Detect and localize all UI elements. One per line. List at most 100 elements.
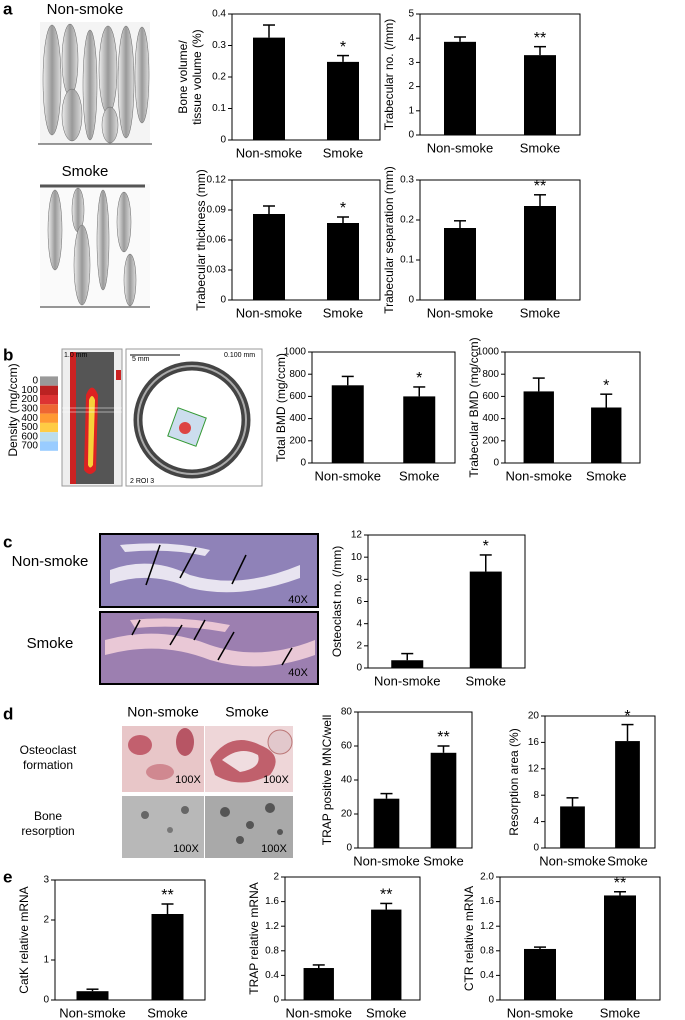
image-label: Smoke [62, 163, 109, 180]
row-label: Osteoclast [20, 743, 77, 757]
y-tick-label: 40 [341, 775, 353, 786]
x-tick-label: Non-smoke [59, 1005, 125, 1020]
y-tick-label: 0 [300, 458, 306, 469]
density-swatch [40, 385, 58, 395]
y-tick-label: 20 [528, 711, 540, 722]
x-tick-label: Non-smoke [353, 853, 419, 868]
bar [151, 914, 184, 1000]
x-tick-label: Non-smoke [374, 673, 440, 688]
density-swatch [40, 441, 58, 451]
histology-image: 40X [99, 611, 319, 685]
y-tick-label: 0 [408, 130, 414, 141]
significance: * [483, 538, 489, 555]
bar [303, 968, 334, 1000]
y-tick-label: 0.06 [207, 235, 227, 246]
magnification: 100X [263, 774, 289, 786]
density-label: 500 [21, 422, 38, 433]
x-tick-label: Smoke [147, 1005, 187, 1020]
x-tick-label: Smoke [520, 140, 560, 155]
significance: ** [161, 887, 173, 904]
x-tick-label: Smoke [520, 305, 560, 320]
y-axis-label: Total BMD (mg/ccm) [274, 353, 288, 462]
y-tick-label: 4 [408, 33, 414, 44]
y-tick-label: 5 [408, 9, 414, 20]
y-axis-label: TRAP relative mRNA [247, 882, 261, 994]
density-swatch [40, 432, 58, 442]
y-tick-label: 0 [488, 995, 494, 1006]
density-swatch [40, 404, 58, 414]
y-axis-label: Trabecular BMD (mg/ccm) [467, 337, 481, 477]
y-tick-label: 8 [533, 790, 539, 801]
y-tick-label: 10 [351, 552, 363, 563]
column-label: Smoke [225, 704, 269, 720]
y-tick-label: 0.12 [207, 175, 227, 186]
x-tick-label: Non-smoke [286, 1005, 352, 1020]
plot-frame [311, 351, 456, 464]
y-tick-label: 0.4 [480, 970, 494, 981]
density-label: 100 [21, 385, 38, 396]
y-tick-label: 1000 [477, 347, 500, 358]
x-tick-label: Non-smoke [507, 1005, 573, 1020]
y-tick-label: 2.0 [480, 872, 494, 883]
bar [371, 909, 402, 1000]
y-axis-label: Resorption area (%) [507, 728, 521, 835]
y-axis-label: Trabecular separation (mm) [382, 166, 396, 314]
y-tick-label: 0.2 [212, 72, 226, 83]
plot-frame [284, 876, 421, 1001]
density-swatch [40, 395, 58, 405]
y-tick-label: 80 [341, 707, 353, 718]
y-tick-label: 2 [43, 915, 49, 926]
x-tick-label: Non-smoke [427, 140, 493, 155]
bar [403, 396, 436, 463]
y-tick-label: 0 [346, 843, 352, 854]
y-axis-label: Trabecular thickness (mm) [194, 169, 208, 311]
magnification: 100X [175, 774, 201, 786]
y-tick-label: 400 [289, 413, 306, 424]
y-axis-label: Bone volume/ [176, 40, 190, 114]
bar [430, 752, 457, 848]
bar [253, 37, 285, 140]
significance: * [624, 708, 630, 725]
culture-image: 100X [205, 726, 293, 792]
y-tick-label: 2 [408, 81, 414, 92]
density-title: Density (mg/ccm) [6, 363, 20, 456]
resorption-image: 100X [205, 796, 293, 858]
bar [327, 61, 359, 140]
qct-image: 1.0 mm [61, 348, 123, 487]
magnification: 40X [288, 594, 308, 606]
y-tick-label: 0.4 [212, 9, 226, 20]
density-label: 400 [21, 413, 38, 424]
y-tick-label: 400 [482, 413, 499, 424]
y-tick-label: 0 [408, 295, 414, 306]
bar [524, 55, 556, 135]
x-tick-label: Non-smoke [236, 145, 302, 160]
magnification: 100X [173, 843, 199, 855]
y-tick-label: 12 [351, 530, 363, 541]
x-tick-label: Smoke [399, 468, 439, 483]
significance: ** [437, 729, 449, 746]
row-label: Smoke [27, 635, 74, 652]
significance: * [416, 370, 422, 387]
row-label: Non-smoke [12, 553, 89, 570]
y-tick-label: 60 [341, 741, 353, 752]
y-axis-label: tissue volume (%) [190, 29, 204, 124]
magnification: 40X [288, 667, 308, 679]
bar [591, 407, 622, 463]
bar [469, 571, 502, 668]
resorption-image: 100X [122, 796, 204, 858]
y-tick-label: 20 [341, 809, 353, 820]
row-label: Bone [34, 809, 62, 823]
magnification: 100X [261, 843, 287, 855]
bar [373, 798, 400, 848]
y-tick-label: 0.09 [207, 205, 227, 216]
plot-frame [54, 879, 206, 1001]
y-tick-label: 1000 [284, 347, 307, 358]
y-tick-label: 1.6 [265, 896, 279, 907]
panel-letter: b [3, 345, 13, 364]
x-tick-label: Non-smoke [506, 468, 572, 483]
x-tick-label: Smoke [600, 1005, 640, 1020]
y-tick-label: 4 [533, 816, 539, 827]
y-tick-label: 0.2 [400, 215, 414, 226]
y-axis-label: CatK relative mRNA [17, 886, 31, 993]
row-label: resorption [21, 824, 74, 838]
